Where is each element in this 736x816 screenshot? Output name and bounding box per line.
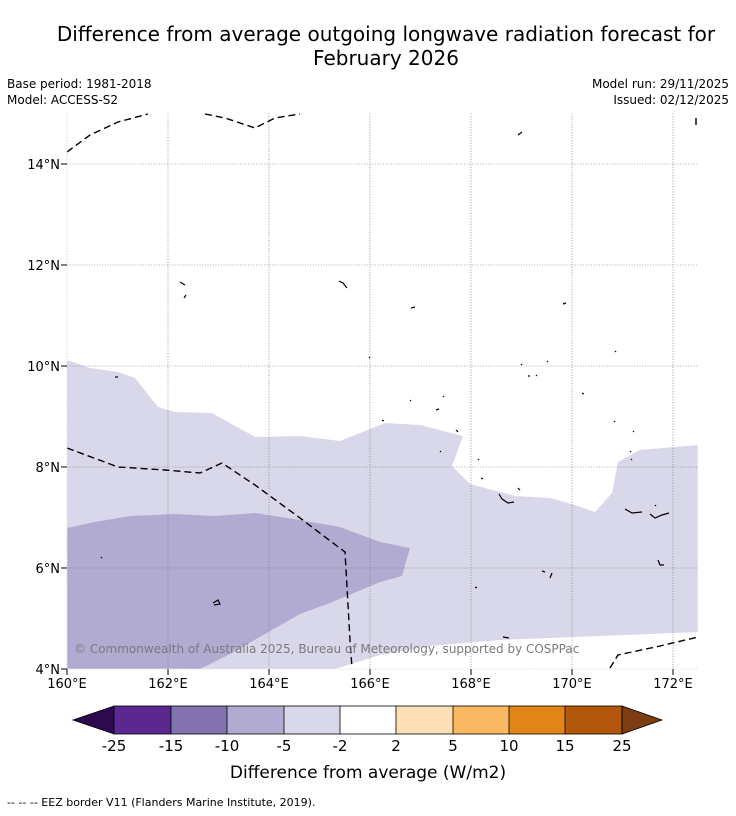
colorbar-segment [509,706,565,734]
colorbar-tick-label: 2 [391,737,401,755]
issued-date: Issued: 02/12/2025 [613,93,729,107]
island [649,512,670,519]
island [517,487,521,491]
island [368,356,371,359]
eez-borders [66,113,699,669]
colorbar-extend-low [71,705,115,735]
map-title: Difference from average outgoing longwav… [0,22,736,70]
island [562,302,567,305]
colorbar-segment [453,706,509,734]
island [179,281,187,299]
colorbar-segment [171,706,227,734]
y-tick-label: 14°N [27,158,60,173]
y-tick-label: 8°N [36,461,61,476]
anomaly-zone-medium [67,513,410,669]
x-tick-label: 166°E [350,677,390,692]
y-tick-label: 12°N [27,259,60,274]
y-axis [61,163,67,670]
meta-left: Base period: 1981-2018 Model: ACCESS-S2 [7,76,152,108]
colorbar-segment [284,706,340,734]
island [477,450,633,480]
eez-footnote: -- -- -- EEZ border V11 (Flanders Marine… [7,796,316,809]
colorbar-tick-label: 25 [612,737,631,755]
island [657,559,664,566]
model-name: Model: ACCESS-S2 [7,93,119,107]
colorbar-tick-label: -5 [277,737,292,755]
model-run: Model run: 29/11/2025 [591,77,729,91]
island [498,493,515,504]
x-tick-label: 172°E [653,677,693,692]
island [624,508,643,514]
island [474,586,478,589]
colorbar-tick-label: 10 [499,737,518,755]
island [541,570,553,579]
colorbar-segment [227,706,284,734]
colorbar-tick-label: -25 [102,737,127,755]
meta-right: Model run: 29/11/2025 Issued: 02/12/2025 [592,76,729,108]
colorbar-outline [113,705,623,735]
copyright-notice: © Commonwealth of Australia 2025, Bureau… [74,642,579,656]
colorbar-segment [340,706,396,734]
island [502,636,510,639]
eez-border-south-east [609,636,699,669]
eez-border-north-west [66,113,149,153]
colorbar-segment [396,706,453,734]
colorbar-tick-label: -10 [215,737,240,755]
colorbar-tick-label: -15 [159,737,184,755]
title-line-1: Difference from average outgoing longwav… [56,22,716,46]
y-tick-label: 6°N [36,562,61,577]
colorbar-tick-label: -2 [333,737,348,755]
title-line-2: February 2026 [313,46,459,70]
colorbar-tick-label: 15 [555,737,574,755]
island [410,306,416,309]
colorbar-dividers [170,706,566,734]
colorbar-segment [565,706,622,734]
colorbar [71,705,664,735]
island [212,599,221,606]
island [520,360,549,377]
y-tick-label: 10°N [27,360,60,375]
map-frame [66,112,699,670]
island [654,504,657,507]
island [100,556,103,559]
x-axis [66,669,674,675]
island [581,392,635,433]
x-tick-label: 162°E [148,677,188,692]
island [381,419,459,453]
x-tick-label: 170°E [552,677,592,692]
islands [100,131,670,639]
island [614,350,617,353]
colorbar-segment [114,706,171,734]
base-period: Base period: 1981-2018 [7,77,152,91]
x-tick-label: 168°E [451,677,491,692]
eez-border-marshall-west [66,447,353,669]
colorbar-extend-high [621,705,664,735]
island [409,395,445,411]
map-figure: © Commonwealth of Australia 2025, Bureau… [27,112,699,783]
y-tick-label: 4°N [36,663,61,678]
eez-border-north-middle [204,113,301,129]
island [338,280,348,289]
island [517,131,523,136]
x-tick-label: 164°E [249,677,289,692]
x-tick-label: 160°E [47,677,87,692]
colorbar-label: Difference from average (W/m2) [230,763,506,783]
colorbar-tick-label: 5 [448,737,458,755]
